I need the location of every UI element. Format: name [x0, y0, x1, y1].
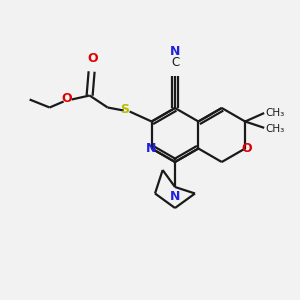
Text: N: N — [146, 142, 156, 155]
Text: CH₃: CH₃ — [265, 107, 284, 118]
Text: CH₃: CH₃ — [265, 124, 284, 134]
Text: N: N — [170, 190, 180, 203]
Text: N: N — [170, 45, 180, 58]
Text: O: O — [242, 142, 253, 155]
Text: O: O — [61, 92, 72, 105]
Text: O: O — [87, 52, 98, 64]
Text: S: S — [120, 103, 129, 116]
Text: C: C — [171, 56, 179, 69]
